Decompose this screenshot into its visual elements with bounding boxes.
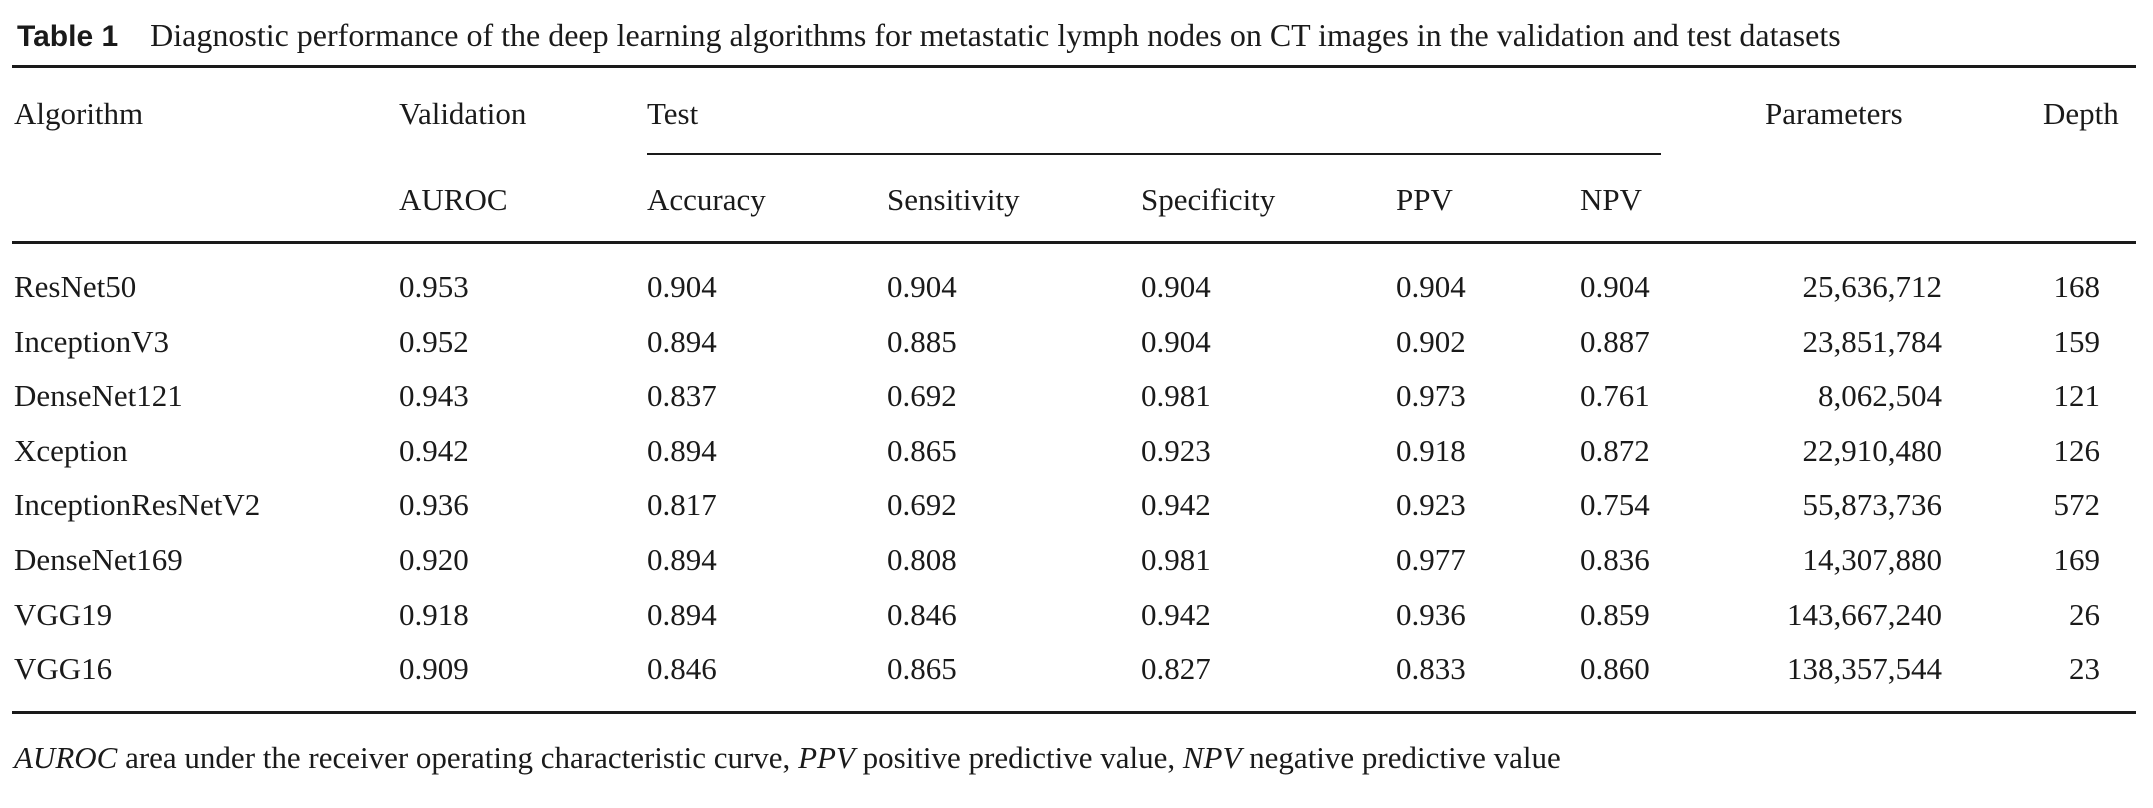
cell-ppv: 0.904 [1396,269,1466,304]
cell-auroc: 0.952 [399,324,469,359]
cell-algorithm: VGG19 [14,597,113,632]
cell-specificity: 0.942 [1141,487,1211,522]
cell-sensitivity: 0.692 [887,487,957,522]
footnote-term-ppv: PPV [798,740,855,775]
cell-sensitivity: 0.904 [887,269,957,304]
table-caption: Table 1 Diagnostic performance of the dee… [17,12,1841,58]
cell-accuracy: 0.817 [647,487,717,522]
cell-sensitivity: 0.808 [887,542,957,577]
cell-npv: 0.872 [1580,433,1650,468]
cell-npv: 0.904 [1580,269,1650,304]
header-validation: Validation [399,96,527,131]
header-accuracy: Accuracy [647,182,766,217]
cell-accuracy: 0.894 [647,433,717,468]
cell-sensitivity: 0.865 [887,433,957,468]
cell-depth: 126 [2053,433,2101,468]
cell-npv: 0.754 [1580,487,1650,522]
cell-parameters: 22,910,480 [1802,433,1943,468]
cell-parameters: 25,636,712 [1802,269,1943,304]
bottom-rule [12,711,2136,714]
cell-npv: 0.860 [1580,651,1650,686]
cell-sensitivity: 0.885 [887,324,957,359]
cell-depth: 23 [2069,651,2100,686]
cell-depth: 168 [2053,269,2101,304]
footnote-definition-ppv: positive predictive value, [854,740,1183,775]
cell-depth: 572 [2053,487,2101,522]
cell-ppv: 0.923 [1396,487,1466,522]
cell-npv: 0.836 [1580,542,1650,577]
cell-depth: 159 [2053,324,2101,359]
table-label: Table 1 [17,20,119,53]
table-title: Diagnostic performance of the deep learn… [150,17,1841,53]
cell-ppv: 0.936 [1396,597,1466,632]
cell-algorithm: InceptionResNetV2 [14,487,261,522]
test-group-rule [647,153,1661,155]
cell-sensitivity: 0.865 [887,651,957,686]
cell-accuracy: 0.837 [647,378,717,413]
cell-ppv: 0.918 [1396,433,1466,468]
cell-specificity: 0.981 [1141,542,1211,577]
cell-npv: 0.761 [1580,378,1650,413]
cell-parameters: 55,873,736 [1802,487,1943,522]
footnote-term-auroc: AUROC [14,740,118,775]
cell-specificity: 0.981 [1141,378,1211,413]
cell-specificity: 0.904 [1141,324,1211,359]
cell-parameters: 14,307,880 [1802,542,1943,577]
cell-depth: 169 [2053,542,2101,577]
cell-accuracy: 0.894 [647,542,717,577]
header-parameters: Parameters [1765,96,1903,131]
cell-algorithm: DenseNet121 [14,378,183,413]
cell-algorithm: InceptionV3 [14,324,169,359]
cell-sensitivity: 0.846 [887,597,957,632]
header-auroc: AUROC [399,182,508,217]
cell-parameters: 143,667,240 [1787,597,1942,632]
cell-depth: 26 [2069,597,2100,632]
cell-ppv: 0.833 [1396,651,1466,686]
cell-algorithm: DenseNet169 [14,542,183,577]
cell-auroc: 0.942 [399,433,469,468]
cell-specificity: 0.942 [1141,597,1211,632]
cell-accuracy: 0.904 [647,269,717,304]
cell-specificity: 0.923 [1141,433,1211,468]
cell-algorithm: ResNet50 [14,269,137,304]
header-algorithm: Algorithm [14,96,144,131]
cell-parameters: 23,851,784 [1802,324,1943,359]
header-test: Test [647,96,699,131]
cell-sensitivity: 0.692 [887,378,957,413]
top-rule [12,65,2136,68]
header-rule [12,241,2136,244]
cell-ppv: 0.973 [1396,378,1466,413]
cell-auroc: 0.953 [399,269,469,304]
header-specificity: Specificity [1141,182,1276,217]
cell-accuracy: 0.894 [647,597,717,632]
cell-specificity: 0.904 [1141,269,1211,304]
cell-algorithm: VGG16 [14,651,113,686]
cell-specificity: 0.827 [1141,651,1211,686]
header-npv: NPV [1580,182,1643,217]
cell-auroc: 0.918 [399,597,469,632]
header-ppv: PPV [1396,182,1453,217]
cell-parameters: 8,062,504 [1818,378,1942,413]
header-sensitivity: Sensitivity [887,182,1020,217]
cell-ppv: 0.902 [1396,324,1466,359]
footnote-definition-npv: negative predictive value [1241,740,1561,775]
cell-depth: 121 [2053,378,2101,413]
cell-npv: 0.887 [1580,324,1650,359]
cell-ppv: 0.977 [1396,542,1466,577]
cell-parameters: 138,357,544 [1787,651,1942,686]
cell-accuracy: 0.894 [647,324,717,359]
cell-auroc: 0.943 [399,378,469,413]
header-depth: Depth [2043,96,2119,131]
cell-auroc: 0.909 [399,651,469,686]
cell-auroc: 0.920 [399,542,469,577]
cell-auroc: 0.936 [399,487,469,522]
table-footnote: AUROC area under the receiver operating … [14,735,1561,781]
cell-accuracy: 0.846 [647,651,717,686]
footnote-definition-auroc: area under the receiver operating charac… [117,740,799,775]
cell-npv: 0.859 [1580,597,1650,632]
footnote-term-npv: NPV [1182,740,1242,775]
cell-algorithm: Xception [14,433,128,468]
